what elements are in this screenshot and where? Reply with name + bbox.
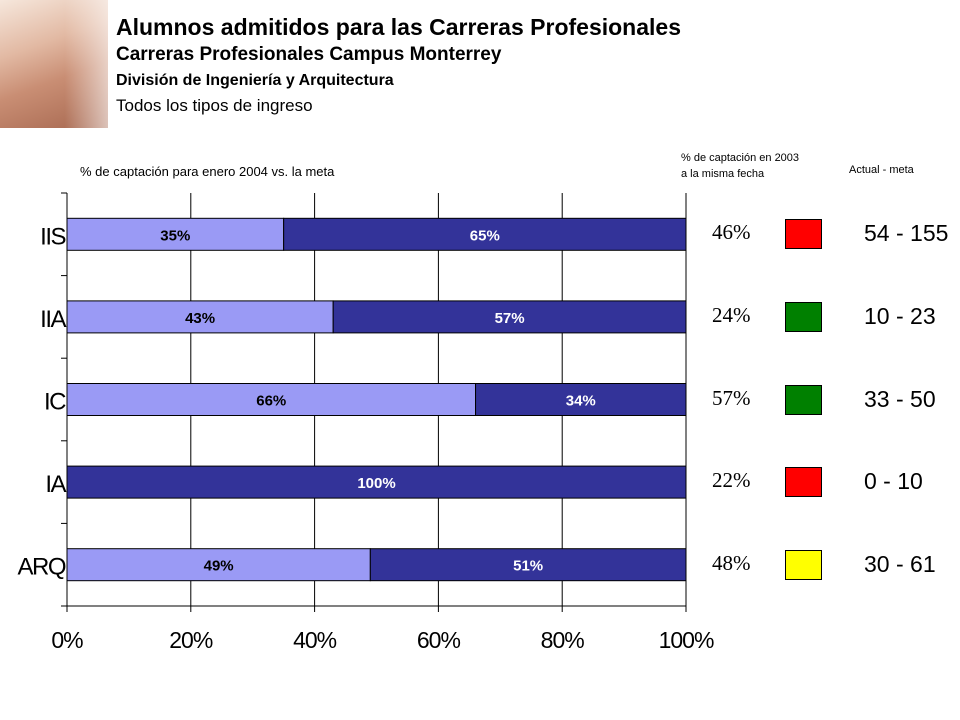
bar-label: 43% bbox=[185, 310, 215, 327]
actual-meta-value: 30 - 61 bbox=[864, 550, 936, 577]
bar-segment bbox=[475, 383, 687, 416]
captacion-2003-value: 22% bbox=[712, 468, 751, 493]
captacion-2003-value: 57% bbox=[712, 385, 751, 410]
category-label: IC bbox=[44, 389, 66, 416]
x-tick-label: 100% bbox=[659, 627, 714, 653]
page-subtitle: Carreras Profesionales Campus Monterrey bbox=[116, 44, 502, 65]
captacion-2003-value: 46% bbox=[712, 220, 751, 245]
bar-label: 57% bbox=[495, 310, 525, 327]
category-label: IIS bbox=[40, 223, 65, 250]
captacion-2003-value: 24% bbox=[712, 302, 751, 327]
captacion-2003-header-line2: a la misma fecha bbox=[681, 168, 765, 180]
actual-meta-header: Actual - meta bbox=[849, 164, 914, 176]
status-indicator bbox=[785, 219, 822, 250]
bar-label: 49% bbox=[204, 558, 234, 575]
category-label: IIA bbox=[40, 306, 66, 333]
bar-segment bbox=[66, 217, 285, 251]
status-indicator bbox=[785, 549, 822, 580]
actual-meta-value: 0 - 10 bbox=[864, 468, 923, 495]
status-indicator bbox=[785, 384, 822, 415]
category-label: IA bbox=[45, 471, 66, 498]
bar-label: 51% bbox=[513, 558, 543, 575]
bar-segment bbox=[66, 383, 477, 416]
x-tick-label: 0% bbox=[51, 627, 83, 653]
category-label: ARQ bbox=[17, 554, 65, 581]
actual-meta-value: 10 - 23 bbox=[864, 302, 936, 329]
chart-title: % de captación para enero 2004 vs. la me… bbox=[80, 164, 335, 179]
bar-segment bbox=[66, 548, 371, 582]
bar-label: 34% bbox=[566, 393, 596, 410]
x-tick-label: 80% bbox=[541, 627, 585, 653]
bar-segment bbox=[66, 465, 687, 499]
bar-label: 65% bbox=[470, 227, 500, 244]
status-indicator bbox=[785, 301, 822, 332]
x-tick-label: 60% bbox=[417, 627, 461, 653]
ingreso-label: Todos los tipos de ingreso bbox=[116, 96, 313, 115]
captacion-2003-value: 48% bbox=[712, 550, 751, 575]
students-photo bbox=[0, 0, 108, 128]
bar-label: 35% bbox=[160, 227, 190, 244]
actual-meta-value: 33 - 50 bbox=[864, 385, 936, 412]
bar-segment bbox=[66, 300, 334, 334]
bar-segment bbox=[332, 300, 687, 334]
header: Alumnos admitidos para las Carreras Prof… bbox=[116, 12, 681, 118]
page-title: Alumnos admitidos para las Carreras Prof… bbox=[116, 14, 681, 40]
actual-meta-value: 54 - 155 bbox=[864, 220, 949, 247]
bar-label: 66% bbox=[256, 393, 286, 410]
bar-segment bbox=[283, 217, 687, 251]
x-tick-label: 20% bbox=[169, 627, 213, 653]
x-tick-label: 40% bbox=[293, 627, 337, 653]
captacion-2003-header: % de captación en 2003 a la misma fecha bbox=[681, 150, 831, 182]
division-label: División de Ingeniería y Arquitectura bbox=[116, 72, 394, 89]
bar-label: 100% bbox=[357, 475, 395, 492]
captacion-2003-header-line1: % de captación en 2003 bbox=[681, 152, 800, 164]
bar-segment bbox=[369, 548, 687, 582]
status-indicator bbox=[785, 467, 822, 498]
